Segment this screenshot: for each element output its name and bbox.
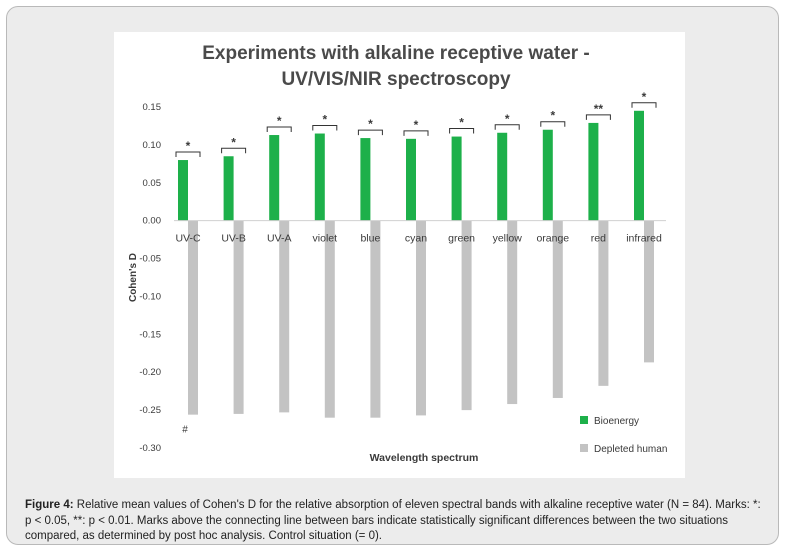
bar-chart: Experiments with alkaline receptive wate… [128, 43, 667, 464]
chart-area: Experiments with alkaline receptive wate… [114, 32, 685, 478]
category-label: orange [536, 233, 569, 245]
y-tick-label: 0.05 [143, 178, 162, 189]
category-label: yellow [493, 233, 523, 245]
category-label: blue [360, 233, 380, 245]
bioenergy-bar [634, 110, 644, 221]
y-tick-label: -0.15 [139, 329, 161, 340]
depleted-human-bar [416, 220, 426, 416]
x-axis-title: Wavelength spectrum [370, 452, 479, 464]
figure-caption: Figure 4: Relative mean values of Cohen'… [25, 498, 770, 545]
category-label: UV-C [175, 233, 201, 245]
chart-title-line: Experiments with alkaline receptive wate… [202, 43, 590, 64]
chart-title-line: UV/VIS/NIR spectroscopy [281, 69, 511, 90]
depleted-human-bar [370, 220, 381, 418]
caption-label: Figure 4: [25, 499, 74, 511]
category-label: green [448, 233, 475, 245]
category-label: cyan [405, 233, 427, 245]
significance-bracket [494, 124, 520, 130]
significance-mark: * [414, 118, 419, 132]
depleted-human-bar [233, 220, 244, 414]
bioenergy-bar [406, 138, 416, 221]
category-label: UV-B [221, 233, 246, 245]
legend-label-depleted-human: Depleted human [594, 444, 667, 455]
significance-bracket [266, 126, 292, 133]
significance-bracket [585, 114, 611, 120]
y-tick-label: 0.15 [143, 102, 162, 113]
category-label: violet [313, 233, 338, 245]
bioenergy-bar [497, 132, 508, 221]
category-label: infrared [626, 233, 662, 245]
significance-bracket [221, 147, 247, 154]
y-axis-title: Cohen's D [128, 253, 139, 302]
significance-bracket [175, 151, 201, 158]
y-tick-label: -0.20 [139, 367, 161, 378]
significance-mark: * [368, 117, 373, 131]
y-tick-label: -0.05 [139, 254, 161, 265]
bioenergy-bar [223, 156, 234, 221]
significance-mark: * [642, 90, 647, 104]
depleted-human-bar [552, 220, 563, 398]
significance-mark: * [550, 109, 555, 123]
significance-bracket [403, 130, 429, 136]
depleted-human-bar [507, 220, 518, 405]
bioenergy-bar [588, 122, 599, 221]
y-tick-label: -0.10 [139, 291, 161, 302]
legend-swatch-depleted-human [580, 444, 588, 452]
bioenergy-bar [178, 160, 188, 221]
significance-mark: * [322, 113, 327, 127]
category-label: UV-A [267, 233, 292, 245]
significance-bracket [312, 125, 338, 131]
legend-swatch-bioenergy [580, 416, 588, 424]
significance-mark: * [505, 112, 510, 126]
caption-text: Relative mean values of Cohen's D for th… [25, 499, 761, 542]
bioenergy-bar [451, 136, 462, 221]
y-tick-label: 0.00 [143, 216, 162, 227]
significance-bracket [449, 128, 475, 134]
depleted-human-bar [644, 220, 654, 363]
depleted-human-bar [188, 220, 198, 415]
y-tick-label: -0.25 [139, 405, 161, 416]
significance-mark: * [459, 116, 464, 130]
depleted-human-bar [461, 220, 472, 411]
figure-frame: Experiments with alkaline receptive wate… [6, 6, 779, 545]
significance-bracket [540, 121, 566, 127]
legend-label-bioenergy: Bioenergy [594, 416, 639, 427]
category-label: red [591, 233, 606, 245]
significance-mark: ** [594, 102, 604, 116]
y-tick-label: 0.10 [143, 140, 162, 151]
annotation-mark: # [182, 425, 188, 436]
y-tick-label: -0.30 [139, 443, 161, 454]
significance-mark: * [186, 139, 191, 153]
bioenergy-bar [360, 138, 371, 221]
bioenergy-bar [314, 133, 325, 221]
significance-mark: * [277, 114, 282, 128]
bioenergy-bar [542, 129, 553, 221]
bioenergy-bar [269, 135, 280, 221]
significance-mark: * [231, 135, 236, 149]
depleted-human-bar [324, 220, 335, 418]
depleted-human-bar [279, 220, 290, 413]
significance-bracket [631, 102, 657, 108]
significance-bracket [357, 129, 383, 136]
depleted-human-bar [598, 220, 609, 386]
